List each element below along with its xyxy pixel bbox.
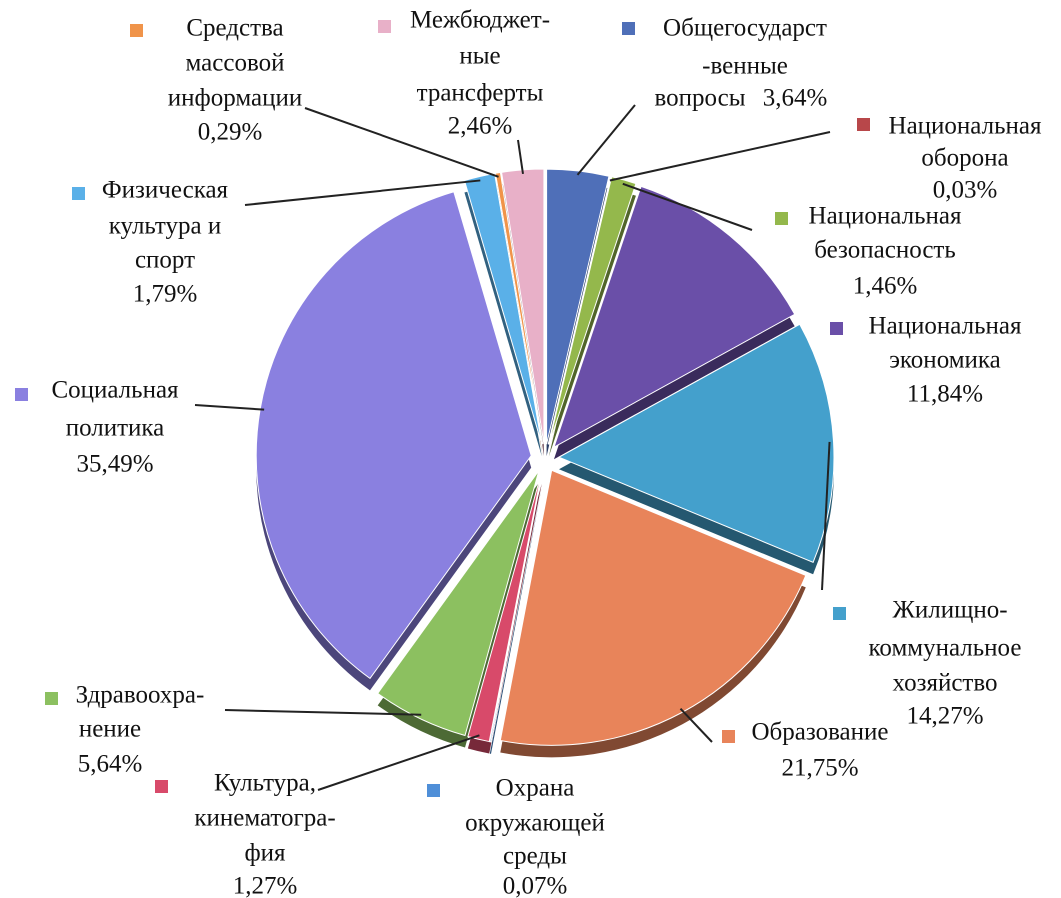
slice-label: Физическая [102,177,229,204]
value-label: 0,29% [198,119,263,146]
value-label: 21,75% [781,755,858,782]
slice-label: окружающей [465,810,605,837]
slice [546,168,610,445]
value-label: 2,46% [448,113,513,140]
slice [489,471,543,743]
slice-label: среды [503,843,567,870]
slice [553,185,796,449]
value-label: 1,79% [133,281,198,308]
legend-swatch [130,24,143,37]
leader-line [244,179,481,206]
legend-swatch [857,118,870,131]
slice-label: Культура, [214,770,316,797]
slice-side [548,188,636,457]
slice-label: оборона [921,145,1008,172]
value-label: 0,07% [503,873,568,898]
slice-label: безопасность [814,237,956,264]
leader-line [224,709,422,716]
slices [255,168,835,746]
slice [499,469,807,746]
slice-label: фия [244,840,286,867]
legend-swatch [45,692,58,705]
value-label: 0,03% [933,177,998,204]
slice-label: нение [79,716,141,743]
slice-label: Средства [186,15,283,42]
leader-line [576,104,636,176]
slice [467,471,543,743]
slice-label: трансферты [417,80,544,107]
legend-swatch [830,322,843,335]
slice-label: Социальная [51,377,179,404]
slice-label: вопросы [654,85,745,112]
leader-line [622,182,753,231]
slice-label: Национальная [809,203,962,230]
value-label: 1,27% [233,873,298,898]
leader-line [517,139,524,174]
leader-line [317,734,480,791]
slice-label: Охрана [496,775,575,802]
legend-swatch [155,780,168,793]
slice-label: массовой [186,50,285,77]
value-label: 1,46% [853,273,918,300]
legend-swatch [72,187,85,200]
slice-label: ные [459,43,500,70]
slice [557,323,835,563]
slice [548,176,637,445]
legend-swatch [378,20,391,33]
slice [494,171,544,445]
slice-label: кинематогра- [194,805,335,832]
slice-label: -венные [702,53,788,80]
slice-label: Национальная [889,113,1042,140]
slice-label: спорт [135,247,195,274]
legend-swatch [622,22,635,35]
slice-side [489,483,543,754]
legend-swatch [722,730,735,743]
leader-line [679,708,713,743]
value-label: 11,84% [907,381,983,408]
slice-label: политика [66,415,165,442]
legend-swatch [15,388,28,401]
value-label: 3,64% [763,85,828,112]
legend-swatch [775,212,788,225]
slice-label: хозяйство [893,670,998,697]
value-label: 5,64% [78,751,143,778]
legend-swatch [833,607,846,620]
value-label: 35,49% [76,451,153,478]
leader-line [304,107,499,178]
legend-swatch [427,784,440,797]
slice [463,172,543,445]
slice [377,470,540,737]
slice-label: Здравоохра- [76,682,205,709]
slice-label: Межбюджет- [410,7,550,34]
slice-side [464,185,542,457]
slice [547,175,612,445]
leader-line [194,404,265,411]
slice-label: коммунальное [869,635,1022,662]
slice-label: культура и [109,213,221,240]
slice-label: Общегосударст [663,15,827,42]
leader-line [821,441,831,591]
slice-label: информации [168,85,302,112]
value-label: 14,27% [906,703,983,730]
slice-label: Жилищно- [892,597,1007,624]
slice-label: экономика [889,347,1001,374]
slice-label: Национальная [869,313,1022,340]
leader-line [609,131,831,182]
slice-label: Образование [751,719,888,746]
